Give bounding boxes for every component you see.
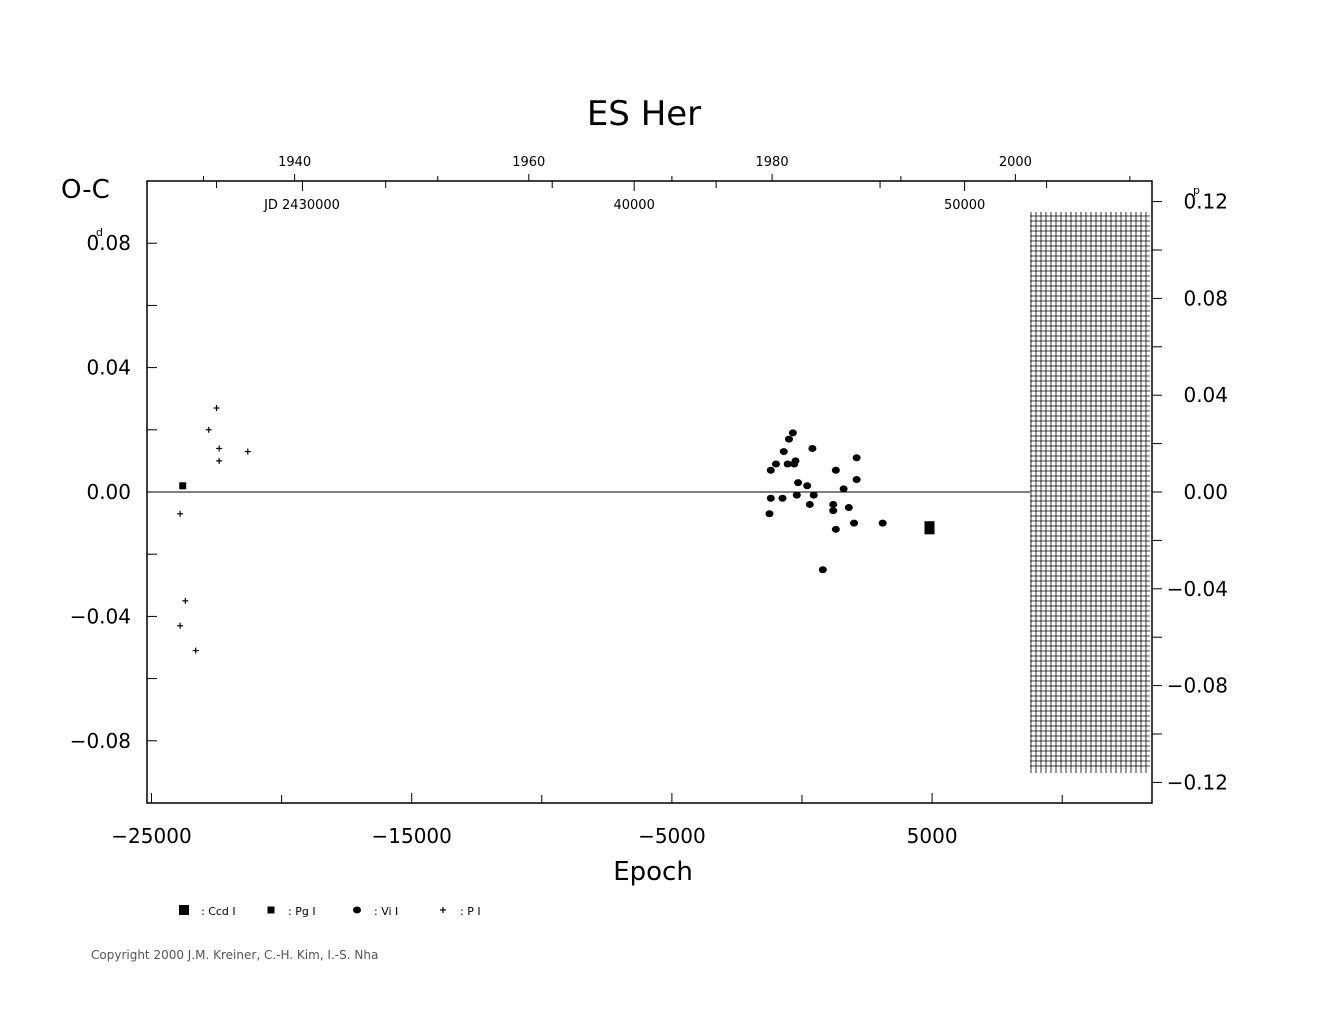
data-point-pe: [216, 457, 223, 464]
data-point-vis: [792, 491, 801, 499]
chart-title: ES Her: [587, 94, 701, 134]
data-point-vis: [779, 448, 788, 456]
legend-item-ccd: : Ccd I: [179, 905, 236, 918]
year-tick-label: 1980: [756, 155, 789, 170]
data-point-vis: [829, 507, 838, 515]
right-axis-unit: p: [1193, 184, 1200, 197]
data-point-vis: [829, 500, 838, 508]
data-point-vis: [852, 476, 861, 484]
data-points: [177, 405, 935, 654]
legend-item-pe: : P I: [440, 905, 481, 918]
data-point-vis: [778, 494, 787, 502]
data-point-vis: [788, 429, 797, 437]
y-tick-label: −0.04: [70, 604, 131, 628]
data-point-vis: [831, 466, 840, 474]
data-point-vis: [791, 457, 800, 465]
y-axis-unit: d: [96, 226, 103, 239]
data-point-vis: [766, 494, 775, 502]
data-point-pe: [213, 405, 220, 412]
data-point-vis: [839, 485, 848, 493]
legend-item-pg: : Pg I: [267, 905, 316, 918]
y-tick-label: −0.08: [70, 729, 131, 753]
copyright-text: Copyright 2000 J.M. Kreiner, C.-H. Kim, …: [91, 948, 379, 962]
data-point-vis: [805, 500, 814, 508]
data-point-ccd: [924, 524, 935, 535]
x-tick-label: −15000: [372, 824, 452, 848]
data-point-pe: [177, 510, 184, 517]
legend-label: : Vi I: [374, 905, 398, 918]
legend-marker: [179, 905, 189, 915]
year-tick-label: 2000: [999, 155, 1032, 170]
data-point-vis: [878, 519, 887, 527]
legend-label: : Pg I: [288, 905, 316, 918]
data-point-vis: [783, 460, 792, 468]
axes-layer: [146, 174, 1162, 804]
tick-labels: −25000 −15000 −5000 5000 0.08 0.04 0.00 −0.04 −0…: [70, 155, 1228, 848]
legend-marker: [353, 906, 361, 914]
data-point-vis: [818, 566, 827, 574]
right-tick-label: −0.08: [1167, 674, 1228, 698]
year-tick-label: 1940: [278, 155, 311, 170]
data-point-pe: [177, 622, 184, 629]
x-tick-label: −25000: [111, 824, 191, 848]
legend-marker: [440, 907, 446, 913]
data-point-pe: [216, 445, 223, 452]
right-tick-label: −0.04: [1167, 577, 1228, 601]
y-tick-label: 0.00: [86, 480, 131, 504]
data-point-vis: [809, 491, 818, 499]
right-tick-label: −0.12: [1167, 770, 1228, 794]
legend: : Ccd I : Pg I : Vi I : P I: [179, 905, 481, 918]
year-tick-label: 1960: [512, 155, 545, 170]
data-point-pe: [244, 448, 251, 455]
legend-item-vis: : Vi I: [353, 905, 398, 918]
y-axis-label: O-C: [61, 175, 110, 205]
data-point-vis: [852, 454, 861, 462]
right-tick-label: 0.04: [1183, 383, 1228, 407]
right-tick-label: 0.12: [1183, 190, 1228, 214]
right-tick-label: 0.08: [1183, 286, 1228, 310]
data-point-pe: [192, 647, 199, 654]
jd-label: JD 2430000: [263, 198, 340, 213]
data-point-vis: [850, 519, 859, 527]
legend-marker: [267, 906, 275, 914]
data-point-vis: [831, 525, 840, 533]
right-tick-label: 0.00: [1183, 480, 1228, 504]
jd-tick-label: 50000: [944, 198, 985, 213]
data-point-vis: [766, 466, 775, 474]
data-point-pe: [205, 426, 212, 433]
x-tick-label: −5000: [638, 824, 706, 848]
data-point-vis: [808, 444, 817, 452]
data-point-pe: [182, 597, 189, 604]
data-point-vis: [844, 504, 853, 512]
data-point-vis: [771, 460, 780, 468]
x-axis-label: Epoch: [613, 857, 693, 887]
jd-tick-label: 40000: [613, 198, 654, 213]
legend-label: : P I: [460, 905, 481, 918]
data-point-pg: [179, 482, 187, 490]
hatched-region: [1030, 212, 1150, 773]
data-point-vis: [803, 482, 812, 490]
legend-label: : Ccd I: [201, 905, 236, 918]
y-tick-label: 0.08: [86, 231, 131, 255]
y-tick-label: 0.04: [86, 356, 131, 380]
x-tick-label: 5000: [907, 824, 958, 848]
data-point-vis: [784, 435, 793, 443]
data-point-vis: [765, 510, 774, 518]
data-point-vis: [794, 479, 803, 487]
